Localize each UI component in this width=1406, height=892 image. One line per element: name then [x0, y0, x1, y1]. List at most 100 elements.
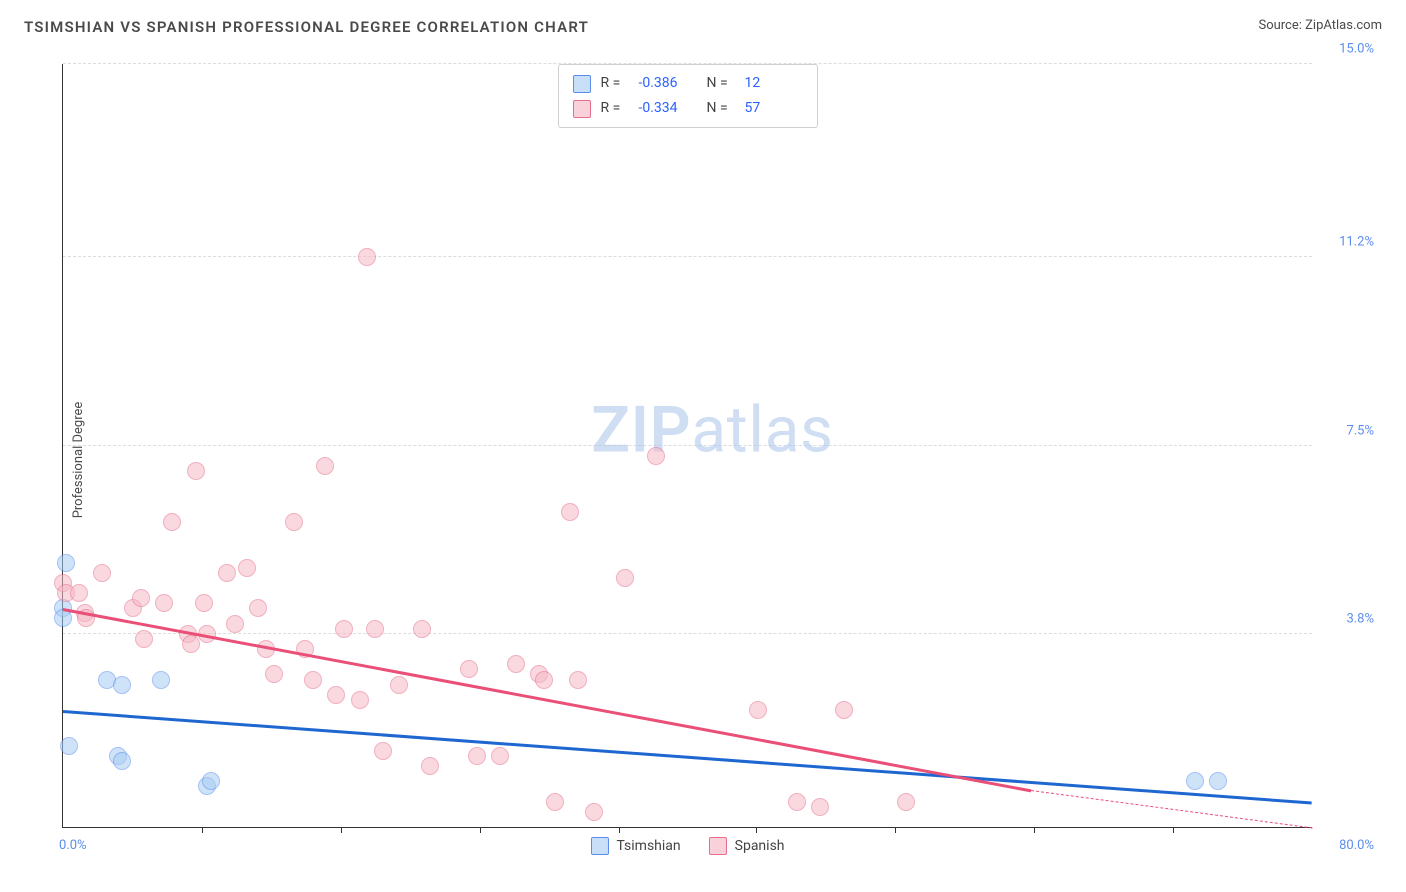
data-point — [218, 564, 236, 582]
data-point — [585, 803, 603, 821]
data-point — [60, 737, 78, 755]
data-point — [788, 793, 806, 811]
data-point — [546, 793, 564, 811]
gridline — [63, 445, 1312, 446]
x-tick — [756, 827, 757, 833]
legend-item: Spanish — [709, 837, 785, 855]
data-point — [57, 554, 75, 572]
data-point — [135, 630, 153, 648]
data-point — [366, 620, 384, 638]
legend-swatch — [573, 100, 591, 118]
data-point — [616, 569, 634, 587]
data-point — [163, 513, 181, 531]
y-tick-label: 11.2% — [1339, 235, 1374, 250]
legend-swatch — [709, 837, 727, 855]
data-point — [335, 620, 353, 638]
x-tick — [480, 827, 481, 833]
data-point — [93, 564, 111, 582]
stat-r-value: -0.386 — [639, 71, 697, 96]
data-point — [835, 701, 853, 719]
data-point — [1186, 772, 1204, 790]
data-point — [460, 660, 478, 678]
legend-label: Spanish — [735, 838, 785, 854]
source-credit: Source: ZipAtlas.com — [1258, 18, 1382, 33]
y-tick-label: 3.8% — [1346, 611, 1374, 626]
stat-n-label: N = — [707, 71, 735, 96]
data-point — [113, 752, 131, 770]
data-point — [897, 793, 915, 811]
data-point — [535, 671, 553, 689]
data-point — [421, 757, 439, 775]
data-point — [265, 665, 283, 683]
data-point — [374, 742, 392, 760]
data-point — [647, 447, 665, 465]
plot-area: ZIPatlas R =-0.386N =12R =-0.334N =57 0.… — [62, 64, 1312, 828]
chart-title: TSIMSHIAN VS SPANISH PROFESSIONAL DEGREE… — [24, 18, 589, 36]
x-axis-max-label: 80.0% — [1339, 838, 1374, 853]
gridline — [63, 633, 1312, 634]
y-tick-label: 7.5% — [1346, 423, 1374, 438]
stat-n-label: N = — [707, 96, 735, 121]
legend-swatch — [590, 837, 608, 855]
stat-r-label: R = — [601, 96, 629, 121]
data-point — [491, 747, 509, 765]
legend-item: Tsimshian — [590, 837, 680, 855]
source-prefix: Source: — [1258, 18, 1305, 33]
gridline — [63, 256, 1312, 257]
data-point — [182, 635, 200, 653]
watermark-bold: ZIP — [591, 393, 691, 468]
stat-n-value: 57 — [745, 96, 803, 121]
legend-label: Tsimshian — [616, 838, 680, 854]
data-point — [413, 620, 431, 638]
data-point — [238, 559, 256, 577]
data-point — [358, 248, 376, 266]
data-point — [132, 589, 150, 607]
data-point — [1209, 772, 1227, 790]
data-point — [70, 584, 88, 602]
data-point — [327, 686, 345, 704]
legend-stat-row: R = -0.386 N = 12 — [573, 71, 803, 96]
data-point — [390, 676, 408, 694]
x-tick — [895, 827, 896, 833]
data-point — [468, 747, 486, 765]
data-point — [811, 798, 829, 816]
data-point — [54, 609, 72, 627]
data-point — [304, 671, 322, 689]
data-point — [187, 462, 205, 480]
watermark-light: atlas — [691, 393, 833, 468]
data-point — [561, 503, 579, 521]
data-point — [195, 594, 213, 612]
stat-n-value: 12 — [745, 71, 803, 96]
legend-stat-row: R = -0.334 N = 57 — [573, 96, 803, 121]
data-point — [351, 691, 369, 709]
x-tick — [1173, 827, 1174, 833]
data-point — [249, 599, 267, 617]
chart-container: Professional Degree ZIPatlas R =-0.386N … — [24, 52, 1382, 868]
x-tick — [619, 827, 620, 833]
stat-r-label: R = — [601, 71, 629, 96]
x-axis-min-label: 0.0% — [59, 838, 87, 853]
data-point — [152, 671, 170, 689]
data-point — [569, 671, 587, 689]
legend-swatch — [573, 75, 591, 93]
data-point — [113, 676, 131, 694]
legend-stats: R = -0.386 N = 12 R = -0.334 N = 57 — [558, 64, 818, 128]
source-link[interactable]: ZipAtlas.com — [1305, 18, 1382, 33]
header: TSIMSHIAN VS SPANISH PROFESSIONAL DEGREE… — [0, 0, 1406, 44]
trend-line — [63, 608, 1031, 792]
data-point — [749, 701, 767, 719]
x-tick — [1034, 827, 1035, 833]
stat-r-value: -0.334 — [639, 96, 697, 121]
legend-series: Tsimshian Spanish — [590, 837, 784, 855]
x-tick — [202, 827, 203, 833]
data-point — [202, 772, 220, 790]
trend-line — [1031, 790, 1312, 828]
data-point — [507, 655, 525, 673]
watermark: ZIPatlas — [591, 393, 833, 468]
y-tick-label: 15.0% — [1339, 42, 1374, 57]
data-point — [285, 513, 303, 531]
data-point — [316, 457, 334, 475]
data-point — [226, 615, 244, 633]
data-point — [155, 594, 173, 612]
x-tick — [341, 827, 342, 833]
